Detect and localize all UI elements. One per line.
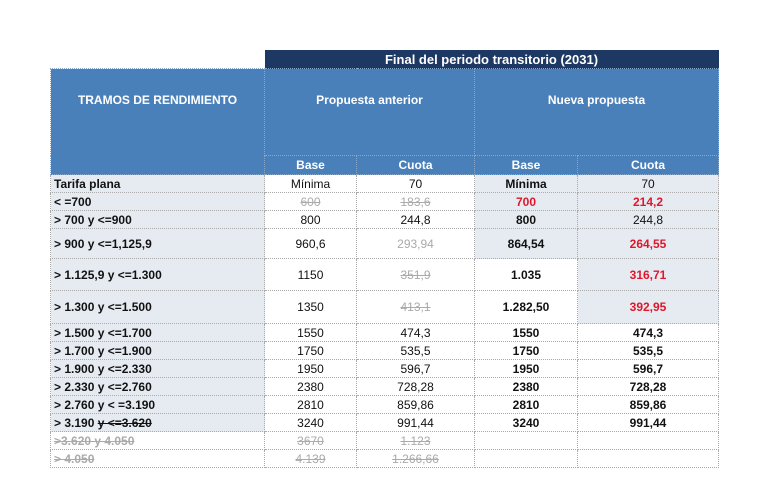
- new-cuota: 474,3: [576, 323, 720, 342]
- new-cuota: 535,5: [576, 341, 720, 360]
- ant-base: 960,6: [264, 228, 357, 259]
- table-row: > 1.125,9 y <=1.300 1150 351,9 1.035 316,71: [50, 258, 720, 291]
- ant-cuota: 728,28: [356, 377, 475, 396]
- table-row: Tarifa plana Mínima 70 Mínima 70: [50, 174, 720, 193]
- table-row: < =700 600 183,6 700 214,2: [50, 192, 720, 211]
- new-cuota: 991,44: [576, 413, 720, 432]
- table-row: > 900 y <=1,125,9 960,6 293,94 864,54 264,55: [50, 228, 720, 259]
- tramo: >3.620 y 4.050: [50, 431, 265, 450]
- new-base: 1.035: [474, 258, 578, 291]
- new-base: [474, 449, 578, 468]
- new-cuota: 392,95: [576, 290, 720, 324]
- ant-cuota: 596,7: [356, 359, 475, 378]
- ant-cuota: 244,8: [356, 210, 475, 229]
- table-row: > 1.300 y <=1.500 1350 413,1 1.282,50 392,95: [50, 290, 720, 324]
- ant-cuota: 183,6: [356, 192, 475, 211]
- tramo: > 900 y <=1,125,9: [50, 228, 265, 259]
- ant-base: 1350: [264, 290, 357, 324]
- new-cuota: 214,2: [576, 192, 720, 211]
- tramo-struck-part: y <=3.620: [97, 415, 152, 430]
- new-base: 1.282,50: [474, 290, 578, 324]
- ant-base: 2810: [264, 395, 357, 414]
- tramo: Tarifa plana: [50, 174, 265, 193]
- tramo: > 1.300 y <=1.500: [50, 290, 265, 324]
- new-base: 1550: [474, 323, 578, 342]
- new-base: Mínima: [474, 174, 578, 193]
- tramo-part: > 3.190: [54, 415, 98, 430]
- ant-base: 4.139: [264, 449, 357, 468]
- tramo: > 1.500 y <=1.700: [50, 323, 265, 342]
- new-cuota-header: Cuota: [576, 155, 720, 175]
- ant-base: Mínima: [264, 174, 357, 193]
- ant-base: 800: [264, 210, 357, 229]
- tramo: > 1.125,9 y <=1.300: [50, 258, 265, 291]
- ant-cuota: 991,44: [356, 413, 475, 432]
- table-row: >3.620 y 4.050 3670 1.123: [50, 431, 720, 450]
- new-cuota: 264,55: [576, 228, 720, 259]
- new-cuota: [576, 449, 720, 468]
- ant-base: 1950: [264, 359, 357, 378]
- tramo: > 2.330 y <=2.760: [50, 377, 265, 396]
- table-row: > 3.190 y <=3.620 3240 991,44 3240 991,44: [50, 413, 720, 432]
- ant-cuota: 413,1: [356, 290, 475, 324]
- new-base: 2380: [474, 377, 578, 396]
- ant-base: 1150: [264, 258, 357, 291]
- new-base: 1950: [474, 359, 578, 378]
- new-base: 800: [474, 210, 578, 229]
- ant-cuota: 70: [356, 174, 475, 193]
- tramo: < =700: [50, 192, 265, 211]
- new-base: 2810: [474, 395, 578, 414]
- ant-base-header: Base: [264, 155, 357, 175]
- ant-cuota: 1.266,66: [356, 449, 475, 468]
- anterior-header: Propuesta anterior: [264, 68, 475, 156]
- ant-cuota: 1.123: [356, 431, 475, 450]
- ant-base: 2380: [264, 377, 357, 396]
- tramo: > 700 y <=900: [50, 210, 265, 229]
- ant-cuota: 351,9: [356, 258, 475, 291]
- tramo: > 2.760 y < =3.190: [50, 395, 265, 414]
- ant-cuota-header: Cuota: [356, 155, 475, 175]
- ant-cuota: 859,86: [356, 395, 475, 414]
- table-row: > 1.700 y <=1.900 1750 535,5 1750 535,5: [50, 341, 720, 360]
- period-title: Final del periodo transitorio (2031): [264, 50, 719, 69]
- table-row: > 2.760 y < =3.190 2810 859,86 2810 859,86: [50, 395, 720, 414]
- new-base: 864,54: [474, 228, 578, 259]
- tramo: > 3.190 y <=3.620: [50, 413, 265, 432]
- tramos-header: TRAMOS DE RENDIMIENTO: [50, 68, 265, 175]
- tramo: > 1.900 y <=2.330: [50, 359, 265, 378]
- new-cuota: 244,8: [576, 210, 720, 229]
- ant-base: 1550: [264, 323, 357, 342]
- new-base: 1750: [474, 341, 578, 360]
- new-base: [474, 431, 578, 450]
- tramo: > 1.700 y <=1.900: [50, 341, 265, 360]
- new-cuota: 859,86: [576, 395, 720, 414]
- table-row: > 1.900 y <=2.330 1950 596,7 1950 596,7: [50, 359, 720, 378]
- new-cuota: [576, 431, 720, 450]
- ant-base: 3240: [264, 413, 357, 432]
- ant-base: 1750: [264, 341, 357, 360]
- new-base: 700: [474, 192, 578, 211]
- ant-base: 600: [264, 192, 357, 211]
- ant-cuota: 293,94: [356, 228, 475, 259]
- table-row: > 700 y <=900 800 244,8 800 244,8: [50, 210, 720, 229]
- table-row: > 2.330 y <=2.760 2380 728,28 2380 728,28: [50, 377, 720, 396]
- new-base-header: Base: [474, 155, 578, 175]
- ant-cuota: 535,5: [356, 341, 475, 360]
- new-cuota: 316,71: [576, 258, 720, 291]
- table-row: > 1.500 y <=1.700 1550 474,3 1550 474,3: [50, 323, 720, 342]
- nueva-header: Nueva propuesta: [473, 68, 720, 156]
- tariff-table: Final del periodo transitorio (2031) TRA…: [50, 50, 720, 468]
- ant-base: 3670: [264, 431, 357, 450]
- tramo: > 4.050: [50, 449, 265, 468]
- new-cuota: 70: [576, 174, 720, 193]
- ant-cuota: 474,3: [356, 323, 475, 342]
- new-base: 3240: [474, 413, 578, 432]
- new-cuota: 728,28: [576, 377, 720, 396]
- table-row: > 4.050 4.139 1.266,66: [50, 449, 720, 468]
- new-cuota: 596,7: [576, 359, 720, 378]
